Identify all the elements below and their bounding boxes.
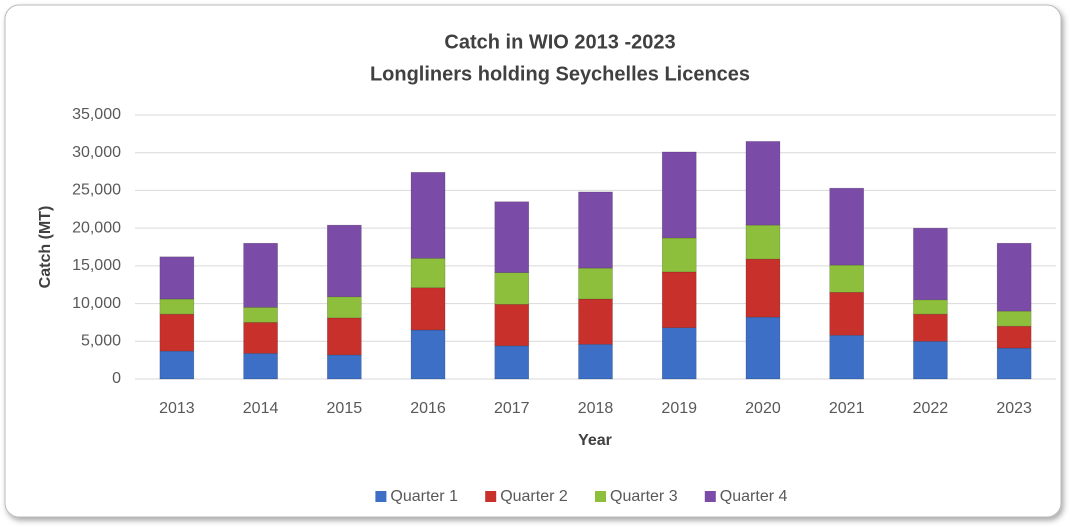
- bar-segment: [996, 242, 1032, 312]
- bar-segment: [159, 350, 195, 380]
- bar-segment: [243, 307, 278, 323]
- bar-segment: [327, 354, 362, 380]
- legend-swatch: [375, 491, 387, 502]
- y-tick-label: 30,000: [72, 144, 121, 161]
- x-tick-label: 2014: [243, 400, 279, 417]
- x-tick-label: 2016: [410, 400, 446, 417]
- bar-segment: [243, 353, 278, 380]
- bar-segment: [243, 242, 278, 308]
- bar-segment: [578, 191, 613, 269]
- x-tick-label: 2022: [913, 400, 949, 417]
- bar-segment: [410, 329, 446, 380]
- chart-frame: [4, 4, 1062, 518]
- bar-segment: [159, 313, 195, 352]
- bar-segment: [996, 310, 1032, 327]
- bar-segment: [829, 334, 864, 380]
- bar-segment: [410, 258, 446, 289]
- bar-segment: [494, 201, 530, 273]
- bar-segment: [494, 272, 530, 305]
- x-tick-label: 2017: [494, 400, 530, 417]
- bar-segment: [661, 237, 697, 273]
- y-tick-label: 25,000: [72, 182, 121, 199]
- bar-segment: [745, 316, 781, 380]
- chart-subtitle: Longliners holding Seychelles Licences: [370, 63, 750, 85]
- bar-segment: [159, 298, 195, 315]
- bar-segment: [494, 304, 530, 347]
- bar-segment: [494, 345, 530, 380]
- chart-title: Catch in WIO 2013 -2023: [444, 31, 675, 53]
- legend-swatch: [704, 491, 716, 502]
- x-tick-label: 2023: [996, 400, 1032, 417]
- y-tick-label: 15,000: [72, 257, 121, 274]
- y-tick-label: 0: [112, 370, 121, 387]
- bar-segment: [913, 227, 948, 301]
- legend-label: Quarter 2: [500, 488, 568, 505]
- bar-segment: [578, 344, 613, 380]
- bar-segment: [661, 327, 697, 380]
- x-tick-label: 2015: [327, 400, 363, 417]
- bar-segment: [829, 264, 864, 293]
- bar-segment: [327, 224, 362, 298]
- x-tick-label: 2018: [578, 400, 614, 417]
- bar-segment: [745, 258, 781, 318]
- bar-segment: [578, 267, 613, 300]
- x-tick-label: 2021: [829, 400, 865, 417]
- bar-segment: [829, 291, 864, 336]
- legend-label: Quarter 1: [390, 488, 458, 505]
- legend-label: Quarter 3: [610, 488, 678, 505]
- bar-segment: [327, 317, 362, 356]
- bar-segment: [996, 325, 1032, 349]
- y-tick-label: 35,000: [72, 106, 121, 123]
- y-tick-label: 20,000: [72, 219, 121, 236]
- bar-segment: [661, 271, 697, 329]
- legend-swatch: [485, 491, 497, 502]
- legend-label: Quarter 4: [720, 488, 788, 505]
- bar-segment: [661, 151, 697, 239]
- x-tick-label: 2019: [661, 400, 697, 417]
- y-tick-label: 5,000: [81, 333, 121, 350]
- x-tick-label: 2013: [159, 400, 195, 417]
- bar-segment: [745, 224, 781, 260]
- x-axis-label: Year: [578, 432, 612, 449]
- bar-segment: [745, 141, 781, 226]
- bar-segment: [410, 287, 446, 331]
- bar-segment: [327, 296, 362, 319]
- bar-segment: [996, 347, 1032, 380]
- bar-segment: [913, 340, 948, 380]
- bar-segment: [578, 298, 613, 345]
- x-tick-label: 2020: [745, 400, 781, 417]
- legend-swatch: [595, 491, 606, 502]
- bar-segment: [410, 172, 446, 259]
- bar-segment: [243, 322, 278, 354]
- bar-segment: [913, 313, 948, 342]
- y-axis-label: Catch (MT): [37, 206, 54, 289]
- bar-segment: [913, 299, 948, 315]
- y-tick-label: 10,000: [72, 295, 121, 312]
- bar-segment: [159, 256, 195, 300]
- bar-segment: [829, 187, 864, 266]
